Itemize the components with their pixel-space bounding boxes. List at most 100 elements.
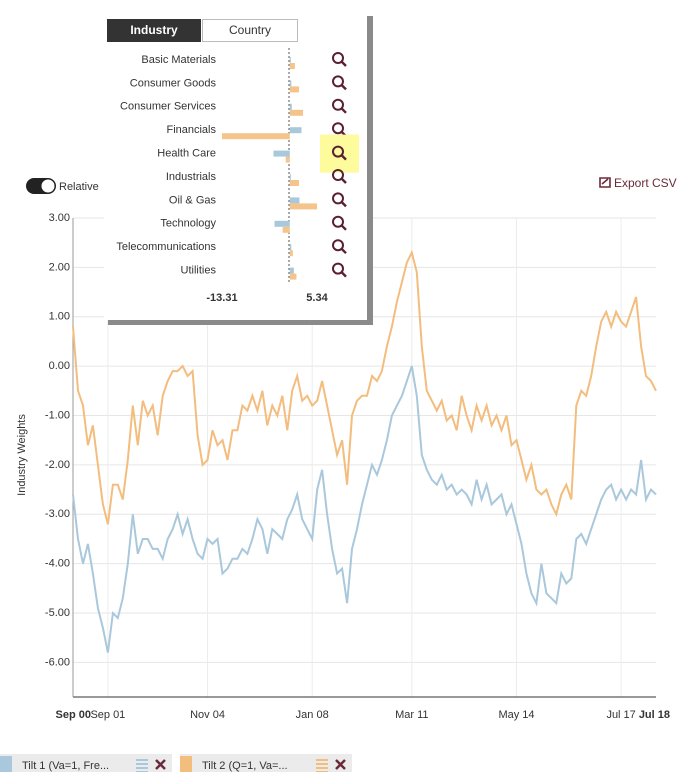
y-tick-label: 1.00 [49,311,70,323]
bar [289,86,299,93]
bar [285,156,290,163]
legend-box [0,754,172,772]
bar [282,226,290,233]
legend-label: Tilt 2 (Q=1, Va=... [202,760,288,772]
x-tick-label: -13.31 [206,292,237,304]
popup-chart: Basic Materials Consumer Goods Consumer Se… [116,52,359,304]
zoom-handle [340,154,347,161]
y-tick-label: -2.00 [45,459,70,471]
legend-remove-icon[interactable] [155,759,166,770]
bar [289,63,295,69]
category-label: Financials [166,124,216,136]
zoom-lens [332,262,344,275]
category-label: Utilities [181,265,217,277]
category-label: Consumer Services [120,101,216,113]
tab-inactive[interactable] [202,19,298,42]
y-tick-label: -3.00 [45,508,70,520]
zoom-icon[interactable] [332,98,347,114]
legend-swatch [0,756,12,772]
x-tick-label: Sep 00 [56,709,91,721]
zoom-icon[interactable] [332,239,347,255]
popup: Industry Country Basic Materials Consumer… [104,13,373,325]
x-tick-label: 5.34 [306,292,328,304]
plot: 3.00 2.00 1.00 0.00 -1.00 -2.00 -3.00 -4.00 -5.0… [45,212,670,721]
zoom-handle [340,177,347,184]
highlight [320,134,359,173]
zoom-icon[interactable] [332,75,347,91]
bar [289,244,292,251]
x-tick-label: Jan 08 [296,709,329,721]
bar [289,273,297,280]
y-tick-label: -1.00 [45,409,70,421]
bar [222,133,290,140]
legend-list-icon[interactable] [136,759,148,772]
zoom-handle [340,201,347,208]
zoom-handle [340,247,347,255]
bar [289,250,293,257]
category-label: Health Care [157,148,216,160]
export-icon [599,177,611,188]
legend-remove-icon[interactable] [335,759,346,770]
bar [289,267,294,274]
zoom-lens [332,52,344,64]
legend-label: Tilt 1 (Va=1, Fre... [22,760,109,772]
y-tick-label: 3.00 [49,212,70,224]
bar [273,150,290,157]
bar [289,80,292,87]
y-tick-label: -6.00 [45,656,70,668]
x-tick-label: Nov 04 [190,709,225,721]
zoom-lens [332,169,344,181]
x-tick-label: Jul 17 [606,709,635,721]
series-line [72,365,657,653]
y-tick-label: -5.00 [45,607,70,619]
legend-box [180,754,352,772]
zoom-lens [332,145,344,158]
bar [289,180,299,186]
series-line [72,249,657,525]
zoom-icon[interactable] [332,215,347,231]
tab-label[interactable]: Country [229,23,271,37]
zoom-lens [332,239,344,252]
x-tick-label: Mar 11 [395,709,428,721]
tab-label[interactable]: Industry [130,23,178,37]
legend: Tilt 1 (Va=1, Fre... Tilt 2 (Q=1, Va=... [0,754,352,772]
category-label: Basic Materials [141,54,216,66]
legend-list-icon[interactable] [316,759,328,772]
bar [289,109,304,116]
export-csv[interactable]: Export CSV [599,176,677,190]
toggle-label: Relative [59,181,99,193]
zoom-handle [340,60,347,67]
category-label: Oil & Gas [169,194,217,206]
zoom-lens [332,75,344,88]
tab-active[interactable] [107,19,201,42]
category-label: Consumer Goods [130,77,217,89]
bar [289,197,300,204]
zoom-handle [340,271,347,278]
legend-swatch [180,756,192,772]
bar [289,127,302,134]
relative-toggle[interactable] [26,178,56,194]
export-label: Export CSV [614,176,677,190]
y-tick-label: 0.00 [49,360,70,372]
category-label: Technology [160,218,216,230]
x-tick-label: May 14 [498,709,534,721]
zoom-icon[interactable] [332,192,347,208]
zoom-handle [340,224,347,231]
zoom-icon[interactable] [332,169,347,184]
zoom-icon[interactable] [332,52,347,67]
category-label: Industrials [166,171,217,183]
bar [289,103,292,110]
bar [289,174,291,180]
x-tick-label: Jul 18 [639,709,670,721]
category-label: Telecommunications [116,241,216,253]
bar [289,203,317,210]
zoom-icon[interactable] [332,262,347,278]
zoom-icon[interactable] [332,145,347,161]
zoom-lens [332,215,344,228]
zoom-lens [332,122,344,135]
bar [274,220,290,227]
zoom-handle [340,107,347,114]
zoom-lens [332,192,344,205]
bar [289,57,291,63]
